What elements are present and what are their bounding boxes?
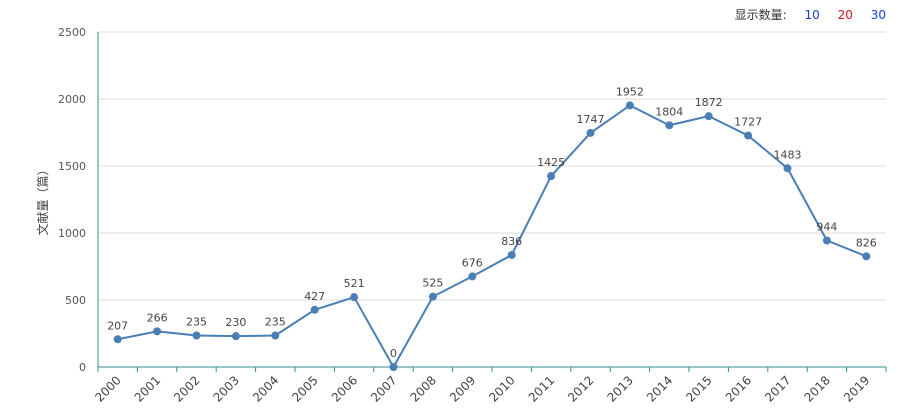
data-label: 521	[344, 277, 365, 290]
data-point	[704, 112, 713, 121]
x-tick-label: 2013	[605, 373, 636, 404]
x-tick-label: 2002	[171, 373, 202, 404]
y-tick-label: 2500	[58, 26, 86, 39]
x-tick-label: 2001	[132, 373, 163, 404]
data-point	[310, 305, 319, 314]
data-point	[468, 272, 477, 281]
data-label: 1952	[616, 85, 644, 98]
data-point	[192, 331, 201, 340]
data-label: 230	[225, 316, 246, 329]
x-tick-label: 2017	[762, 373, 793, 404]
x-tick-label: 2012	[565, 373, 596, 404]
data-label: 1747	[577, 113, 605, 126]
data-label: 676	[462, 256, 483, 269]
data-point	[428, 292, 437, 301]
data-point	[744, 131, 753, 140]
x-tick-label: 2008	[408, 373, 439, 404]
data-point	[547, 172, 556, 181]
series-line	[117, 104, 867, 368]
display-count-control: 显示数量: 10 20 30	[735, 6, 886, 23]
y-tick-label: 1500	[58, 160, 86, 173]
x-tick-label: 2016	[723, 373, 754, 404]
data-label: 826	[856, 236, 877, 249]
display-count-option-10[interactable]: 10	[804, 8, 820, 22]
display-count-label: 显示数量:	[734, 8, 787, 22]
x-tick-label: 2009	[447, 373, 478, 404]
data-label: 266	[147, 311, 168, 324]
x-tick-label: 2010	[486, 373, 517, 404]
x-tick-label: 2000	[92, 373, 123, 404]
y-tick-label: 1000	[58, 227, 86, 240]
data-label: 1727	[734, 116, 762, 129]
data-label: 944	[816, 221, 837, 234]
data-label: 1872	[695, 96, 723, 109]
x-tick-label: 2007	[368, 373, 399, 404]
display-count-option-20[interactable]: 20	[837, 8, 853, 22]
data-label: 207	[107, 319, 128, 332]
y-axis-title: 文献量（篇）	[35, 163, 50, 235]
x-tick-label: 2004	[250, 373, 281, 404]
data-point	[586, 128, 595, 137]
data-point	[862, 252, 871, 261]
data-label: 427	[304, 290, 325, 303]
data-point	[231, 332, 240, 341]
x-tick-label: 2015	[683, 373, 714, 404]
data-label: 525	[422, 277, 443, 290]
data-point	[271, 331, 280, 340]
data-point	[783, 164, 792, 173]
data-point	[625, 101, 634, 110]
x-tick-label: 2014	[644, 373, 675, 404]
display-count-option-30[interactable]: 30	[870, 8, 886, 22]
data-point	[822, 236, 831, 245]
x-tick-label: 2011	[526, 373, 557, 404]
y-tick-label: 500	[65, 294, 86, 307]
x-tick-label: 2005	[289, 373, 320, 404]
data-point	[350, 293, 359, 302]
y-tick-label: 2000	[58, 93, 86, 106]
data-point	[507, 250, 516, 259]
data-label: 235	[186, 316, 207, 329]
x-tick-label: 2019	[841, 373, 872, 404]
x-tick-label: 2006	[329, 373, 360, 404]
data-point	[665, 121, 674, 130]
data-label: 836	[501, 235, 522, 248]
data-label: 1804	[655, 105, 683, 118]
y-tick-label: 0	[79, 361, 86, 374]
data-point	[113, 335, 122, 344]
data-point	[389, 363, 398, 371]
data-label: 0	[390, 347, 397, 360]
x-tick-label: 2003	[211, 373, 242, 404]
data-label: 1425	[537, 156, 565, 169]
data-point	[153, 327, 162, 336]
data-label: 235	[265, 316, 286, 329]
data-label: 1483	[774, 148, 802, 161]
x-tick-label: 2018	[802, 373, 833, 404]
